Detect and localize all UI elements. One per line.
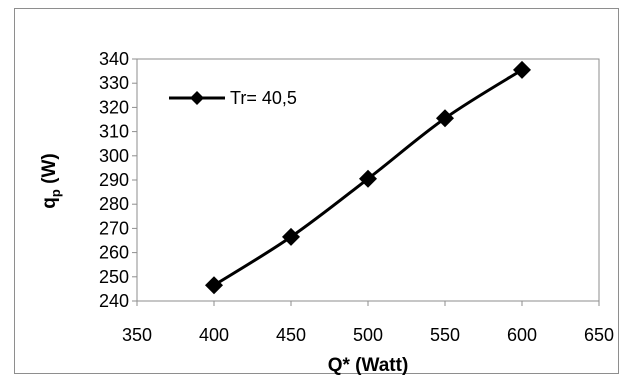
y-tick-label: 300	[99, 146, 129, 166]
x-tick-label: 500	[353, 325, 383, 345]
x-tick-label: 400	[199, 325, 229, 345]
y-axis-title-symbol: q	[39, 197, 60, 209]
y-tick-label: 250	[99, 267, 129, 287]
y-tick-label: 310	[99, 122, 129, 142]
x-tick-label: 550	[430, 325, 460, 345]
y-axis-title-subscript: p	[48, 189, 63, 197]
x-tick-label: 350	[122, 325, 152, 345]
x-tick-label: 650	[584, 325, 614, 345]
y-tick-label: 280	[99, 194, 129, 214]
data-point-diamond	[282, 227, 300, 246]
y-axis-ticks: 240 250 260 270 280 290 300 310 320 330 340	[99, 49, 137, 311]
x-tick-label: 600	[507, 325, 537, 345]
x-axis-title: Q* (Watt)	[328, 355, 409, 376]
y-tick-label: 260	[99, 243, 129, 263]
y-tick-label: 270	[99, 218, 129, 238]
y-axis-title: qp (W)	[39, 153, 63, 208]
legend-diamond-marker	[190, 91, 204, 105]
y-tick-label: 340	[99, 49, 129, 69]
y-tick-label: 330	[99, 73, 129, 93]
y-tick-label: 290	[99, 170, 129, 190]
legend: Tr= 40,5	[169, 88, 297, 108]
data-point-diamond	[513, 60, 531, 79]
data-point-diamond	[359, 169, 377, 188]
y-tick-label: 320	[99, 97, 129, 117]
x-tick-label: 450	[276, 325, 306, 345]
x-axis-ticks: 350 400 450 500 550 600 650	[122, 301, 614, 345]
legend-label: Tr= 40,5	[230, 88, 297, 108]
y-tick-label: 240	[99, 291, 129, 311]
data-point-diamond	[436, 109, 454, 128]
data-point-diamond	[205, 276, 223, 295]
y-axis-title-unit: (W)	[39, 153, 60, 184]
series-markers	[205, 60, 531, 295]
